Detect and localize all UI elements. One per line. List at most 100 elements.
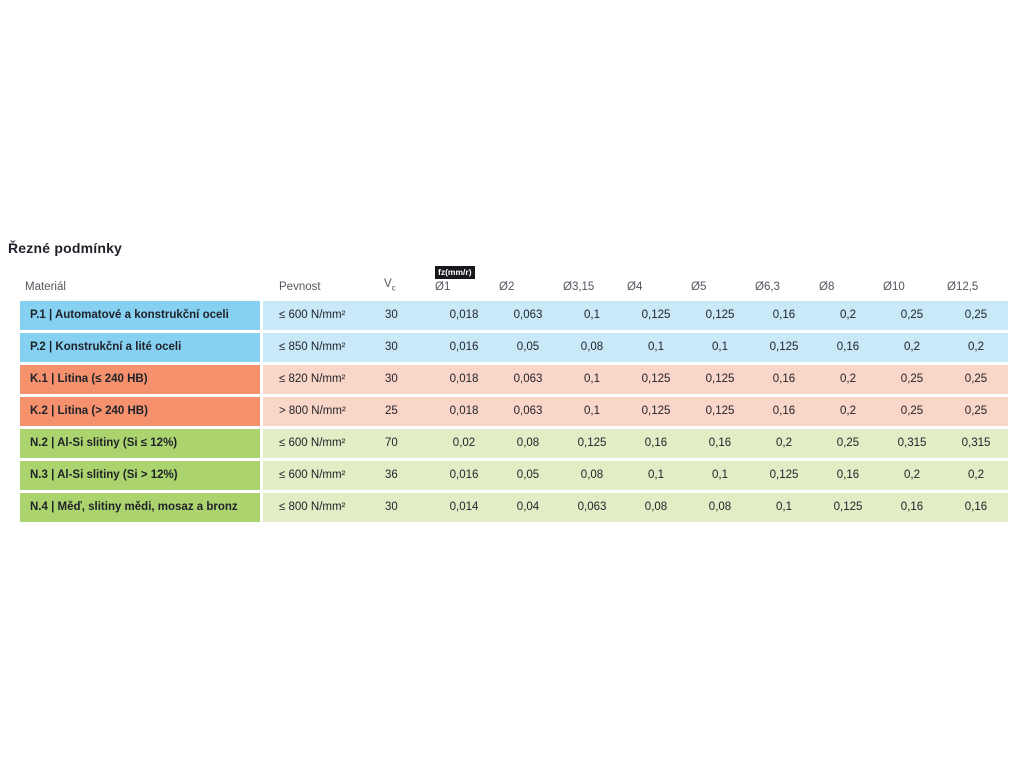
fz-value-cell: 0,2 xyxy=(816,364,880,394)
col-header-d1: fz(mm/r) Ø1 xyxy=(432,266,496,298)
fz-value-cell: 0,063 xyxy=(560,492,624,522)
fz-value-cell: 0,018 xyxy=(432,364,496,394)
fz-value-cell: 0,04 xyxy=(496,492,560,522)
fz-value-cell: 0,1 xyxy=(752,492,816,522)
table-row: P.2 | Konstrukční a lité oceli ≤ 850 N/m… xyxy=(20,332,1008,362)
fz-value-cell: 0,125 xyxy=(624,396,688,426)
fz-value-cell: 0,1 xyxy=(688,332,752,362)
fz-value-cell: 0,08 xyxy=(560,332,624,362)
fz-value-cell: 0,16 xyxy=(944,492,1008,522)
fz-value-cell: 0,125 xyxy=(688,364,752,394)
fz-value-cell: 0,2 xyxy=(880,332,944,362)
fz-value-cell: 0,16 xyxy=(752,396,816,426)
fz-value-cell: 0,1 xyxy=(560,396,624,426)
vc-subscript: c xyxy=(391,283,396,293)
fz-value-cell: 0,016 xyxy=(432,332,496,362)
table-row: P.1 | Automatové a konstrukční oceli ≤ 6… xyxy=(20,300,1008,330)
pevnost-cell: ≤ 800 N/mm² xyxy=(263,492,384,522)
pevnost-cell: ≤ 600 N/mm² xyxy=(263,460,384,490)
fz-value-cell: 0,16 xyxy=(752,364,816,394)
fz-value-cell: 0,014 xyxy=(432,492,496,522)
fz-value-cell: 0,16 xyxy=(624,428,688,458)
fz-value-cell: 0,2 xyxy=(944,460,1008,490)
vc-cell: 30 xyxy=(384,332,432,362)
fz-value-cell: 0,2 xyxy=(752,428,816,458)
material-cell: K.1 | Litina (≤ 240 HB) xyxy=(20,364,263,394)
fz-value-cell: 0,1 xyxy=(560,364,624,394)
material-cell: P.1 | Automatové a konstrukční oceli xyxy=(20,300,263,330)
col-header-d3: Ø3,15 xyxy=(563,280,595,293)
col-header-d7: Ø8 xyxy=(819,280,835,293)
fz-value-cell: 0,1 xyxy=(624,332,688,362)
page-title: Řezné podmínky xyxy=(8,240,123,256)
fz-value-cell: 0,25 xyxy=(880,300,944,330)
vc-cell: 30 xyxy=(384,364,432,394)
fz-value-cell: 0,125 xyxy=(624,300,688,330)
fz-value-cell: 0,16 xyxy=(816,460,880,490)
fz-value-cell: 0,25 xyxy=(944,396,1008,426)
fz-value-cell: 0,125 xyxy=(560,428,624,458)
fz-value-cell: 0,018 xyxy=(432,300,496,330)
col-header-d5: Ø5 xyxy=(691,280,707,293)
vc-symbol: V xyxy=(384,278,392,291)
cutting-conditions-section: Materiál Pevnost Vc fz(mm/r) Ø1 Ø2 Ø3,15 … xyxy=(20,263,1008,525)
vc-cell: 25 xyxy=(384,396,432,426)
col-header-d9: Ø12,5 xyxy=(947,280,979,293)
fz-value-cell: 0,018 xyxy=(432,396,496,426)
col-header-d6: Ø6,3 xyxy=(755,280,780,293)
fz-value-cell: 0,08 xyxy=(624,492,688,522)
fz-value-cell: 0,16 xyxy=(688,428,752,458)
fz-value-cell: 0,16 xyxy=(816,332,880,362)
pevnost-cell: ≤ 600 N/mm² xyxy=(263,300,384,330)
fz-value-cell: 0,125 xyxy=(752,460,816,490)
fz-value-cell: 0,08 xyxy=(688,492,752,522)
pevnost-cell: > 800 N/mm² xyxy=(263,396,384,426)
table-row: N.4 | Měď, slitiny mědi, mosaz a bronz ≤… xyxy=(20,492,1008,522)
material-cell: N.3 | Al-Si slitiny (Si > 12%) xyxy=(20,460,263,490)
vc-cell: 36 xyxy=(384,460,432,490)
fz-value-cell: 0,2 xyxy=(816,396,880,426)
fz-value-cell: 0,08 xyxy=(496,428,560,458)
fz-value-cell: 0,25 xyxy=(944,300,1008,330)
col-header-vc: Vc xyxy=(384,266,432,298)
fz-value-cell: 0,315 xyxy=(880,428,944,458)
col-header-d1-label: Ø1 xyxy=(435,280,451,293)
pevnost-cell: ≤ 600 N/mm² xyxy=(263,428,384,458)
fz-value-cell: 0,1 xyxy=(688,460,752,490)
col-header-d4: Ø4 xyxy=(627,280,643,293)
fz-value-cell: 0,1 xyxy=(560,300,624,330)
table-row: N.2 | Al-Si slitiny (Si ≤ 12%) ≤ 600 N/m… xyxy=(20,428,1008,458)
vc-cell: 70 xyxy=(384,428,432,458)
fz-value-cell: 0,05 xyxy=(496,332,560,362)
col-header-d2: Ø2 xyxy=(499,280,515,293)
col-header-material: Materiál xyxy=(25,280,66,293)
fz-value-cell: 0,08 xyxy=(560,460,624,490)
fz-value-cell: 0,25 xyxy=(944,364,1008,394)
pevnost-cell: ≤ 820 N/mm² xyxy=(263,364,384,394)
material-cell: N.2 | Al-Si slitiny (Si ≤ 12%) xyxy=(20,428,263,458)
col-header-d8: Ø10 xyxy=(883,280,905,293)
pevnost-cell: ≤ 850 N/mm² xyxy=(263,332,384,362)
col-header-pevnost: Pevnost xyxy=(279,280,321,293)
fz-value-cell: 0,315 xyxy=(944,428,1008,458)
fz-value-cell: 0,25 xyxy=(816,428,880,458)
fz-value-cell: 0,2 xyxy=(880,460,944,490)
table-row: N.3 | Al-Si slitiny (Si > 12%) ≤ 600 N/m… xyxy=(20,460,1008,490)
fz-value-cell: 0,125 xyxy=(752,332,816,362)
fz-value-cell: 0,2 xyxy=(944,332,1008,362)
cutting-conditions-table: Materiál Pevnost Vc fz(mm/r) Ø1 Ø2 Ø3,15 … xyxy=(20,263,1008,525)
vc-cell: 30 xyxy=(384,492,432,522)
fz-value-cell: 0,125 xyxy=(688,300,752,330)
material-cell: P.2 | Konstrukční a lité oceli xyxy=(20,332,263,362)
table-row: K.1 | Litina (≤ 240 HB) ≤ 820 N/mm² 30 0… xyxy=(20,364,1008,394)
fz-value-cell: 0,16 xyxy=(880,492,944,522)
fz-value-cell: 0,125 xyxy=(688,396,752,426)
fz-value-cell: 0,016 xyxy=(432,460,496,490)
fz-value-cell: 0,02 xyxy=(432,428,496,458)
fz-value-cell: 0,25 xyxy=(880,364,944,394)
fz-value-cell: 0,063 xyxy=(496,364,560,394)
fz-value-cell: 0,16 xyxy=(752,300,816,330)
fz-value-cell: 0,125 xyxy=(816,492,880,522)
fz-unit-badge: fz(mm/r) xyxy=(435,266,475,279)
fz-value-cell: 0,063 xyxy=(496,300,560,330)
